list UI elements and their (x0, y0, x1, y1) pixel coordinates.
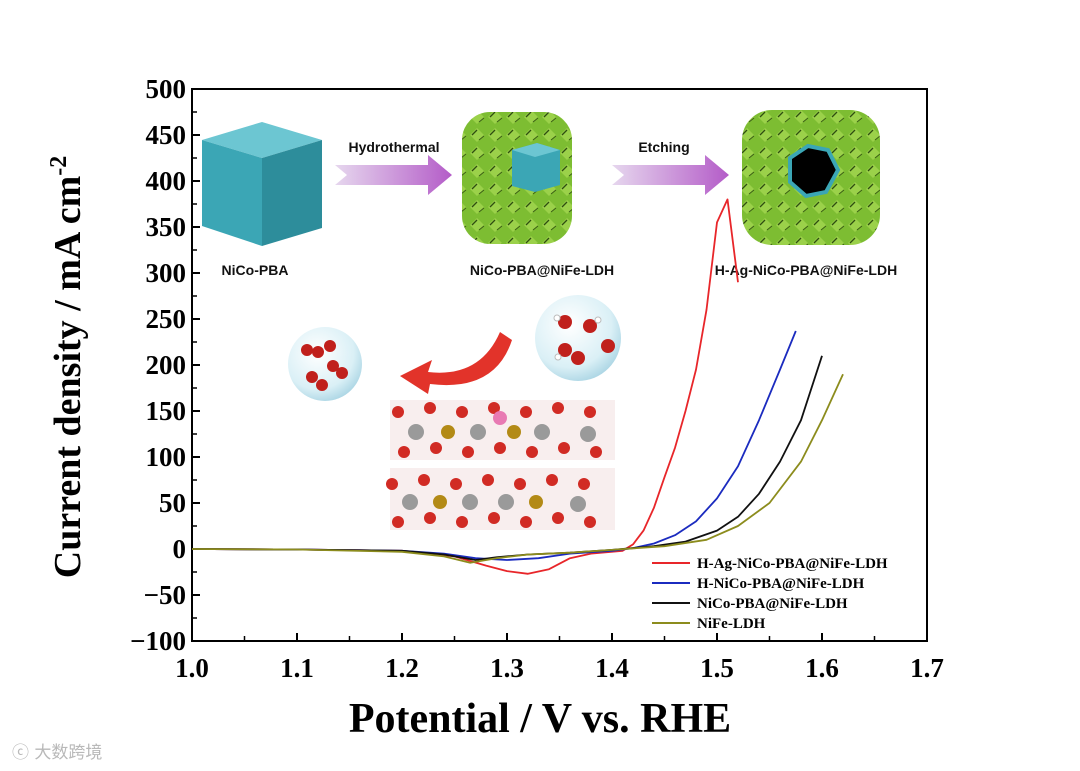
y-tick-label: 0 (173, 534, 187, 564)
x-tick-label: 1.0 (175, 653, 209, 683)
schematic-label-hollow: H-Ag-NiCo-PBA@NiFe-LDH (715, 262, 897, 278)
x-axis-ticks: 1.0 1.1 1.2 1.3 1.4 1.5 1.6 1.7 (175, 633, 944, 683)
x-tick-label: 1.2 (385, 653, 419, 683)
x-tick-label: 1.3 (490, 653, 524, 683)
y-tick-label: −100 (130, 626, 186, 656)
y-tick-label: 350 (146, 212, 187, 242)
x-tick-label: 1.6 (805, 653, 839, 683)
hollow-particle-icon (742, 110, 880, 245)
nico-pba-cube-icon (202, 122, 322, 246)
y-tick-label: 50 (159, 488, 186, 518)
x-tick-label: 1.1 (280, 653, 314, 683)
series-line-0 (192, 198, 739, 575)
x-tick-label: 1.7 (910, 653, 944, 683)
legend-label: NiFe-LDH (697, 616, 766, 632)
schematic-label-hydrothermal: Hydrothermal (348, 139, 439, 155)
schematic-label-core-shell: NiCo-PBA@NiFe-LDH (470, 262, 614, 278)
y-axis-title-main: Current density / mA cm (47, 176, 89, 579)
water-bubble-icon (535, 295, 621, 381)
y-axis-title: Current density / mA cm-2 (46, 156, 89, 579)
x-tick-label: 1.4 (595, 653, 629, 683)
etching-arrow-icon (612, 155, 729, 195)
series-group (192, 198, 844, 575)
oxygen-bubble-icon (288, 327, 362, 401)
y-tick-label: 300 (146, 258, 187, 288)
y-axis-title-superscript: -2 (46, 156, 72, 176)
y-tick-label: 450 (146, 120, 187, 150)
legend-label: NiCo-PBA@NiFe-LDH (697, 596, 848, 612)
watermark-label: 大数跨境 (34, 743, 103, 763)
x-axis-title: Potential / V vs. RHE (349, 696, 731, 742)
y-tick-label: 150 (146, 396, 187, 426)
series-line-3 (192, 373, 844, 564)
crystal-structure-icon (386, 400, 615, 530)
legend: H-Ag-NiCo-PBA@NiFe-LDH H-NiCo-PBA@NiFe-LD… (652, 556, 888, 632)
y-tick-label: 250 (146, 304, 187, 334)
synthesis-schematic: NiCo-PBA Hydrothermal NiCo-PBA@NiFe-LDH … (202, 110, 897, 530)
schematic-label-nico-pba: NiCo-PBA (222, 262, 289, 278)
y-tick-label: 200 (146, 350, 187, 380)
y-tick-label: −50 (144, 580, 186, 610)
curved-arrow-icon (400, 332, 512, 394)
legend-label: H-Ag-NiCo-PBA@NiFe-LDH (697, 556, 888, 572)
y-tick-label: 100 (146, 442, 187, 472)
x-tick-label: 1.5 (700, 653, 734, 683)
legend-label: H-NiCo-PBA@NiFe-LDH (697, 576, 865, 592)
hydrothermal-arrow-icon (335, 155, 452, 195)
watermark-text: ⓒ 大数跨境 (12, 743, 103, 763)
y-tick-label: 400 (146, 166, 187, 196)
schematic-label-etching: Etching (638, 139, 689, 155)
core-shell-particle-icon (462, 112, 572, 244)
y-tick-label: 500 (146, 74, 187, 104)
